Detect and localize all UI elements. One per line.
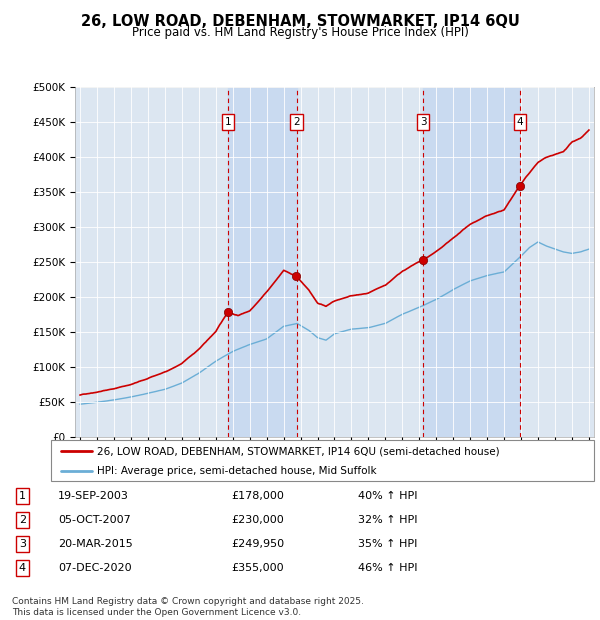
- Text: 40% ↑ HPI: 40% ↑ HPI: [358, 491, 417, 501]
- Text: 3: 3: [19, 539, 26, 549]
- Bar: [423, 87, 520, 437]
- Text: 2: 2: [293, 117, 300, 127]
- Text: £230,000: £230,000: [231, 515, 284, 525]
- Text: £178,000: £178,000: [231, 491, 284, 501]
- Text: 4: 4: [19, 563, 26, 573]
- Text: HPI: Average price, semi-detached house, Mid Suffolk: HPI: Average price, semi-detached house,…: [97, 466, 377, 476]
- Text: 35% ↑ HPI: 35% ↑ HPI: [358, 539, 417, 549]
- Text: 32% ↑ HPI: 32% ↑ HPI: [358, 515, 417, 525]
- Text: 46% ↑ HPI: 46% ↑ HPI: [358, 563, 417, 573]
- Text: £249,950: £249,950: [231, 539, 284, 549]
- Text: 07-DEC-2020: 07-DEC-2020: [58, 563, 132, 573]
- Text: 4: 4: [517, 117, 523, 127]
- Text: 1: 1: [224, 117, 231, 127]
- Text: 3: 3: [420, 117, 427, 127]
- Text: 19-SEP-2003: 19-SEP-2003: [58, 491, 129, 501]
- Text: 2: 2: [19, 515, 26, 525]
- Text: 1: 1: [19, 491, 26, 501]
- Text: Contains HM Land Registry data © Crown copyright and database right 2025.
This d: Contains HM Land Registry data © Crown c…: [12, 598, 364, 617]
- Text: 05-OCT-2007: 05-OCT-2007: [58, 515, 131, 525]
- Text: 20-MAR-2015: 20-MAR-2015: [58, 539, 133, 549]
- Text: 26, LOW ROAD, DEBENHAM, STOWMARKET, IP14 6QU (semi-detached house): 26, LOW ROAD, DEBENHAM, STOWMARKET, IP14…: [97, 446, 500, 456]
- Text: £355,000: £355,000: [231, 563, 284, 573]
- Bar: [228, 87, 296, 437]
- Text: 26, LOW ROAD, DEBENHAM, STOWMARKET, IP14 6QU: 26, LOW ROAD, DEBENHAM, STOWMARKET, IP14…: [80, 14, 520, 29]
- Text: Price paid vs. HM Land Registry's House Price Index (HPI): Price paid vs. HM Land Registry's House …: [131, 26, 469, 39]
